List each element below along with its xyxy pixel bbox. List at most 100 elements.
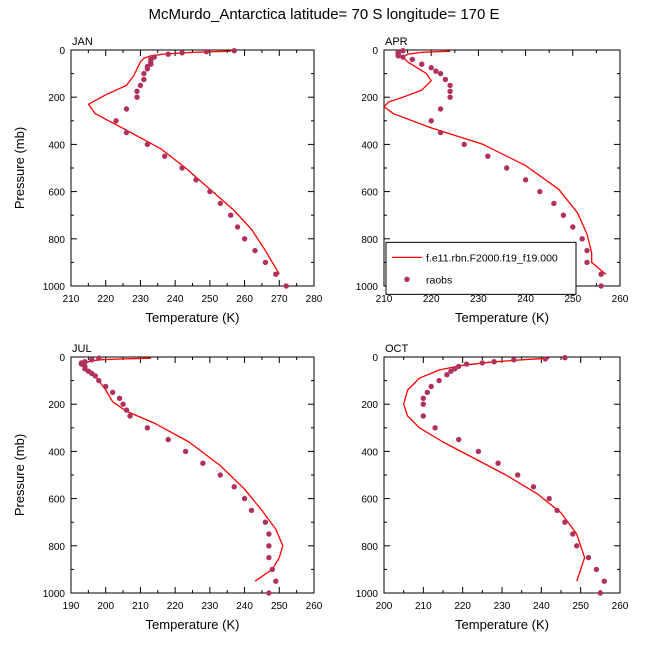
panel-jan: 210 220 230 240 250 260 270 280 0 200 400 600 800 100… xyxy=(12,36,323,325)
data-point-raobs xyxy=(241,495,248,502)
x-axis-label: Temperature (K) xyxy=(455,617,549,632)
y-tick-label: 600 xyxy=(48,495,65,506)
x-axis-label: Temperature (K) xyxy=(146,310,240,325)
y-tick-label: 0 xyxy=(372,353,378,364)
y-tick-label: 800 xyxy=(361,542,378,553)
x-tick-label: 230 xyxy=(470,294,487,305)
series-line-model xyxy=(87,50,280,275)
x-tick-label: 240 xyxy=(236,601,253,612)
x-axis-label: Temperature (K) xyxy=(455,310,549,325)
data-point-raobs xyxy=(96,355,102,361)
y-tick-label: 200 xyxy=(48,93,65,104)
y-tick-label: 1000 xyxy=(356,589,379,600)
data-point-raobs xyxy=(266,590,272,596)
y-tick-label: 0 xyxy=(59,46,65,57)
legend-box xyxy=(385,241,577,295)
data-point-raobs xyxy=(562,519,568,525)
y-tick-label: 1000 xyxy=(43,282,66,293)
x-tick-label: 220 xyxy=(167,601,184,612)
data-point-raobs xyxy=(141,76,147,83)
data-point-raobs xyxy=(252,247,258,254)
x-axis-label: Temperature (K) xyxy=(146,617,240,632)
data-point-raobs xyxy=(400,54,406,60)
data-point-raobs xyxy=(562,355,568,361)
legend-marker-swatch xyxy=(404,276,410,283)
data-point-raobs xyxy=(461,141,467,148)
y-tick-label: 600 xyxy=(361,188,378,199)
data-point-raobs xyxy=(123,407,130,413)
data-point-raobs xyxy=(428,65,434,71)
panel-label: OCT xyxy=(385,343,409,355)
y-tick-label: 400 xyxy=(361,140,378,151)
data-point-raobs xyxy=(598,283,604,289)
data-point-raobs xyxy=(436,377,442,384)
y-tick-label: 1000 xyxy=(356,282,379,293)
data-point-raobs xyxy=(447,88,453,95)
x-tick-label: 230 xyxy=(132,294,149,305)
data-point-raobs xyxy=(127,413,133,419)
data-point-raobs xyxy=(120,401,126,407)
data-point-raobs xyxy=(228,212,234,218)
x-tick-label: 240 xyxy=(167,294,184,305)
x-tick-label: 230 xyxy=(494,601,511,612)
panel-oct: 200 210 220 230 240 250 260 0 200 400 600 800 1000 OC… xyxy=(356,343,629,632)
data-point-raobs xyxy=(266,554,272,561)
data-point-raobs xyxy=(92,373,99,379)
data-point-raobs xyxy=(479,360,485,366)
data-point-raobs xyxy=(420,395,426,401)
data-point-raobs xyxy=(424,389,430,396)
y-tick-label: 800 xyxy=(48,235,65,246)
y-tick-label: 0 xyxy=(372,46,378,57)
data-point-raobs xyxy=(134,94,140,100)
data-point-raobs xyxy=(182,448,189,455)
data-point-raobs xyxy=(554,507,560,514)
data-point-raobs xyxy=(420,413,426,419)
x-tick-label: 260 xyxy=(612,601,629,612)
data-point-raobs xyxy=(570,224,576,230)
data-point-raobs xyxy=(217,200,223,207)
data-point-raobs xyxy=(103,383,109,390)
data-point-raobs xyxy=(546,495,552,502)
data-point-raobs xyxy=(234,224,241,230)
data-point-raobs xyxy=(179,50,185,56)
panel-label: JAN xyxy=(72,36,93,48)
data-point-raobs xyxy=(491,359,497,365)
data-point-raobs xyxy=(269,566,275,573)
data-point-raobs xyxy=(452,366,458,372)
x-tick-label: 200 xyxy=(376,601,393,612)
data-point-raobs xyxy=(584,247,590,254)
x-tick-label: 220 xyxy=(97,294,114,305)
x-tick-label: 230 xyxy=(202,601,219,612)
data-point-raobs xyxy=(283,283,289,289)
legend-entry-raobs: raobs xyxy=(426,274,452,286)
data-point-raobs xyxy=(241,236,248,242)
y-axis-label: Pressure (mb) xyxy=(12,127,27,209)
x-tick-label: 250 xyxy=(271,601,288,612)
data-point-raobs xyxy=(428,383,434,390)
x-tick-label: 250 xyxy=(202,294,219,305)
x-tick-label: 190 xyxy=(63,601,80,612)
data-point-raobs xyxy=(113,118,119,124)
data-point-raobs xyxy=(193,177,199,183)
x-tick-label: 260 xyxy=(306,601,323,612)
data-point-raobs xyxy=(89,357,95,363)
data-point-raobs xyxy=(144,66,151,72)
data-point-raobs xyxy=(542,356,548,362)
data-point-raobs xyxy=(530,484,537,490)
data-point-raobs xyxy=(432,425,438,431)
data-point-raobs xyxy=(96,377,102,384)
data-point-raobs xyxy=(433,68,439,74)
data-point-raobs xyxy=(601,578,607,584)
data-point-raobs xyxy=(273,271,279,277)
data-point-raobs xyxy=(116,395,123,401)
x-tick-label: 270 xyxy=(271,294,288,305)
data-point-raobs xyxy=(585,554,592,561)
data-point-raobs xyxy=(144,141,151,148)
data-point-raobs xyxy=(579,236,585,242)
panel-label: JUL xyxy=(72,343,92,355)
x-tick-label: 200 xyxy=(97,601,114,612)
data-point-raobs xyxy=(511,357,517,363)
